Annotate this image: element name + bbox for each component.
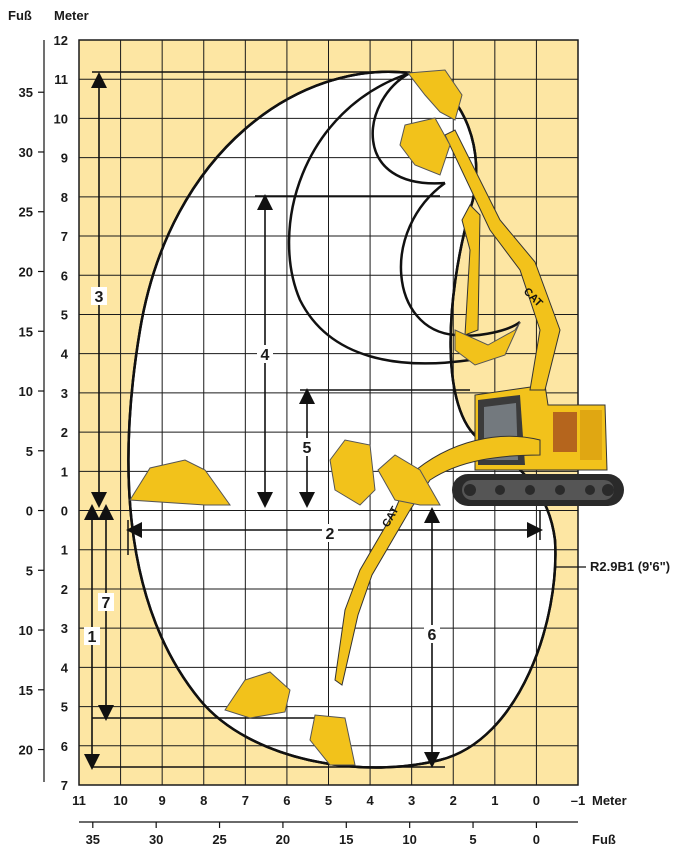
inner-arc-2	[399, 181, 521, 337]
y-feet-tick: 20	[19, 743, 33, 758]
dimension-label-5: 5	[303, 440, 312, 457]
inner-arc-1	[371, 71, 446, 185]
y-meter-tick: 3	[61, 386, 68, 401]
y-feet-tick: 35	[19, 85, 33, 100]
dimension-label-bg	[257, 345, 273, 363]
boom-label: R2.9B1 (9'6")	[590, 559, 670, 574]
y-feet-tick: 5	[26, 563, 33, 578]
y-meter-tick: 4	[61, 660, 69, 675]
y-meter-tick: 8	[61, 190, 68, 205]
x-meter-tick: 4	[366, 793, 374, 808]
dimension-label-4: 4	[261, 347, 270, 364]
x-feet-tick: 10	[402, 832, 416, 847]
reach-envelope-outline	[127, 70, 557, 769]
dimension-label-bg	[322, 524, 338, 542]
x-meter-ticks: 11 10 9 8 7 6 5 4 3 2 1 0 –1	[72, 793, 585, 808]
x-meter-tick: 2	[450, 793, 457, 808]
y-meter-tick: 9	[61, 151, 68, 166]
bucket-icon	[129, 69, 521, 766]
dimension-label-2: 2	[326, 526, 335, 543]
header-feet-unit: Fuß	[8, 8, 32, 23]
y-meter-tick: 12	[54, 33, 68, 48]
y-meter-tick: 2	[61, 582, 68, 597]
dimension-label-bg	[98, 593, 114, 611]
reference-lines	[92, 71, 541, 768]
x-feet-tick: 35	[86, 832, 100, 847]
x-feet-tick: 30	[149, 832, 163, 847]
y-meter-tick: 0	[61, 504, 68, 519]
y-feet-tick: 15	[19, 324, 33, 339]
y-feet-ticks: 35 30 25 20 15 10 5 0 5 10 15 20	[19, 85, 44, 758]
dimension-label-bg	[84, 627, 100, 645]
dimension-label-bg	[299, 438, 315, 456]
x-meter-tick: 11	[72, 793, 86, 808]
y-feet-tick: 15	[19, 683, 33, 698]
y-meter-tick: 5	[61, 307, 68, 322]
dimension-label-1: 1	[88, 629, 97, 646]
y-meter-tick: 6	[61, 268, 68, 283]
y-meter-tick: 3	[61, 621, 68, 636]
y-meter-tick: 6	[61, 739, 68, 754]
dimension-label-3: 3	[95, 289, 104, 306]
x-meter-tick: 1	[491, 793, 498, 808]
y-meter-tick: 1	[61, 543, 68, 558]
dimension-label-bg	[91, 287, 107, 305]
x-meter-tick: 6	[283, 793, 290, 808]
x-meter-tick: –1	[571, 793, 585, 808]
y-feet-tick: 30	[19, 145, 33, 160]
x-feet-tick: 15	[339, 832, 353, 847]
x-meter-tick: 9	[159, 793, 166, 808]
y-meter-tick: 10	[54, 111, 68, 126]
y-feet-tick: 10	[19, 384, 33, 399]
y-meter-tick: 1	[61, 464, 68, 479]
x-meter-tick: 8	[200, 793, 207, 808]
x-feet-ticks: 35 30 25 20 15 10 5 0	[86, 822, 540, 847]
y-feet-tick: 25	[19, 205, 33, 220]
x-meter-unit: Meter	[592, 793, 627, 808]
x-feet-tick: 25	[212, 832, 226, 847]
y-meter-tick: 7	[61, 229, 68, 244]
x-meter-tick: 7	[242, 793, 249, 808]
x-meter-tick: 0	[533, 793, 540, 808]
y-meter-tick: 5	[61, 700, 68, 715]
x-meter-tick: 10	[113, 793, 127, 808]
y-meter-tick: 4	[61, 347, 69, 362]
excavator-icon: CAT CAT	[334, 129, 624, 686]
y-feet-tick: 20	[19, 264, 33, 279]
x-meter-tick: 5	[325, 793, 332, 808]
y-meter-tick: 2	[61, 425, 68, 440]
dimension-label-7: 7	[102, 595, 111, 612]
y-meter-tick: 7	[61, 778, 68, 793]
x-feet-tick: 0	[533, 832, 540, 847]
dimension-label-bg	[424, 625, 440, 643]
inner-arc-3	[287, 71, 471, 365]
y-feet-tick: 0	[26, 504, 33, 519]
dimension-labels: 1 2 3 4 5 6 7	[84, 287, 440, 646]
x-feet-tick: 20	[276, 832, 290, 847]
x-feet-unit: Fuß	[592, 832, 616, 847]
y-meter-tick: 11	[54, 72, 68, 87]
x-feet-tick: 5	[469, 832, 476, 847]
x-meter-tick: 3	[408, 793, 415, 808]
header-meter-unit: Meter	[54, 8, 89, 23]
y-feet-tick: 5	[26, 444, 33, 459]
dimension-label-6: 6	[428, 627, 437, 644]
y-feet-tick: 10	[19, 623, 33, 638]
